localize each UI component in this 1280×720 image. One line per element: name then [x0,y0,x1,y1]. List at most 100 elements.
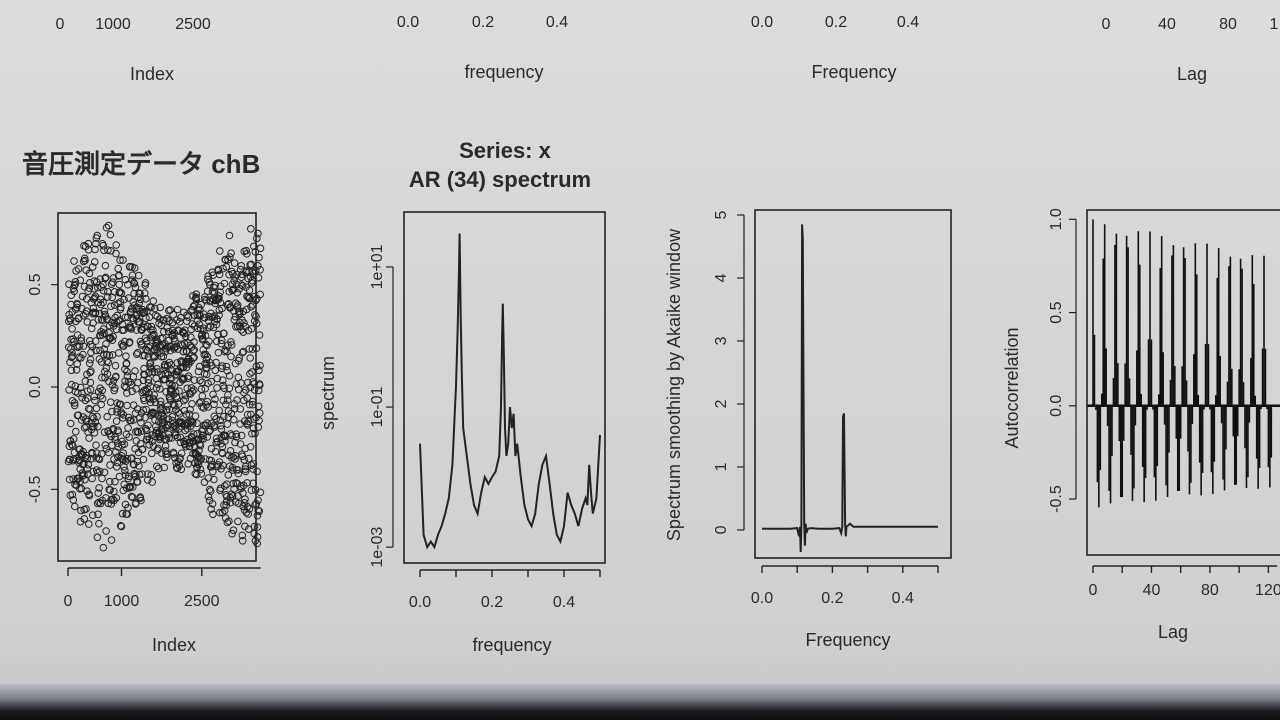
scatter-point [99,543,108,552]
scatter-point [103,412,111,421]
scatter-point [70,399,79,407]
monitor-bezel [0,684,1280,720]
scatter-point [188,400,196,408]
scatter-point [176,454,184,462]
scatter-point [175,387,183,395]
scatter-point [148,478,156,486]
scatter-point [245,286,254,295]
scatter-point [243,250,251,258]
scatter-point [213,384,221,392]
scatter-point [177,449,186,458]
scatter-point [94,489,102,497]
scatter-point [150,331,158,339]
scatter-point [95,467,104,476]
scatter-point [137,418,145,427]
scatter-point [148,449,156,458]
plot-autocorrelation-frame [1086,209,1280,556]
scatter-point [219,376,227,385]
scatter-point [207,456,216,465]
scatter-point [188,320,196,328]
scatter-point [117,289,126,297]
x-tick-label: 40 [1143,582,1161,599]
scatter-point [67,353,76,362]
scatter-point [225,384,234,393]
scatter-point [203,397,212,406]
scatter-point [93,533,102,542]
scatter-point [156,385,164,393]
plot-time-series-xlabel: Index [152,635,196,655]
scatter-point [102,223,111,232]
scatter-point [131,367,139,375]
scatter-point [174,400,183,408]
scatter-point [203,353,212,361]
scatter-point [246,370,254,378]
scatter-point [226,494,235,502]
scatter-point [192,290,201,299]
scatter-point [246,354,254,362]
scatter-point [123,389,131,397]
scatter-point [203,341,211,350]
scatter-point [137,496,145,505]
scatter-point [90,284,98,293]
scatter-point [152,384,161,392]
scatter-point [205,485,214,494]
top-strip-1-xlabel: Index [130,64,174,84]
scatter-point [237,431,246,440]
scatter-point [97,450,106,458]
scatter-point [228,492,237,501]
scatter-point [190,346,198,354]
scatter-point [135,304,143,312]
scatter-point [189,302,198,311]
scatter-point [191,412,200,420]
scatter-point [120,440,129,449]
scatter-point [179,328,187,336]
x-tick-label: 0.4 [892,590,914,607]
scatter-point [136,439,145,448]
scatter-point [79,451,87,459]
scatter-point [223,420,232,428]
scatter-point [67,380,76,389]
scatter-point [187,306,195,315]
scatter-point [202,350,210,359]
scatter-point [203,433,212,441]
scatter-point [209,467,217,476]
scatter-point [205,427,213,436]
top-strip-1-tick-label: 1000 [95,16,131,33]
scatter-point [229,466,237,474]
scatter-point [130,279,139,288]
scatter-point [91,396,99,405]
scatter-point [121,466,129,475]
scatter-point [237,273,246,282]
scatter-point [184,354,193,363]
scatter-point [123,372,132,381]
scatter-point [64,343,73,352]
scatter-point [108,336,117,345]
scatter-point [127,492,136,501]
scatter-point [125,338,134,346]
y-tick-label: 5 [713,210,730,219]
scatter-point [85,269,94,278]
scatter-point [229,479,237,488]
scatter-point [236,440,245,448]
scatter-point [146,359,155,367]
scatter-point [100,350,108,359]
scatter-point [200,478,209,487]
scatter-point [211,395,219,404]
scatter-point [85,520,93,528]
scatter-point [116,288,124,296]
scatter-point [199,431,207,440]
scatter-point [208,500,217,508]
top-strip-4-ticks: 0 40 80 1 [1102,16,1279,33]
scatter-point [256,290,265,299]
scatter-point [73,360,81,368]
scatter-point [230,400,239,408]
plots-canvas: 0 1000 2500 Index 0.0 0.2 0.4 frequency 0.0 0… [22,14,1280,655]
scatter-point [83,318,92,326]
scatter-point [190,353,198,362]
scatter-point [99,241,108,250]
scatter-point [255,331,264,339]
scatter-point [222,263,231,271]
scatter-point [71,502,79,511]
scatter-point [124,424,132,432]
scatter-point [223,518,232,527]
